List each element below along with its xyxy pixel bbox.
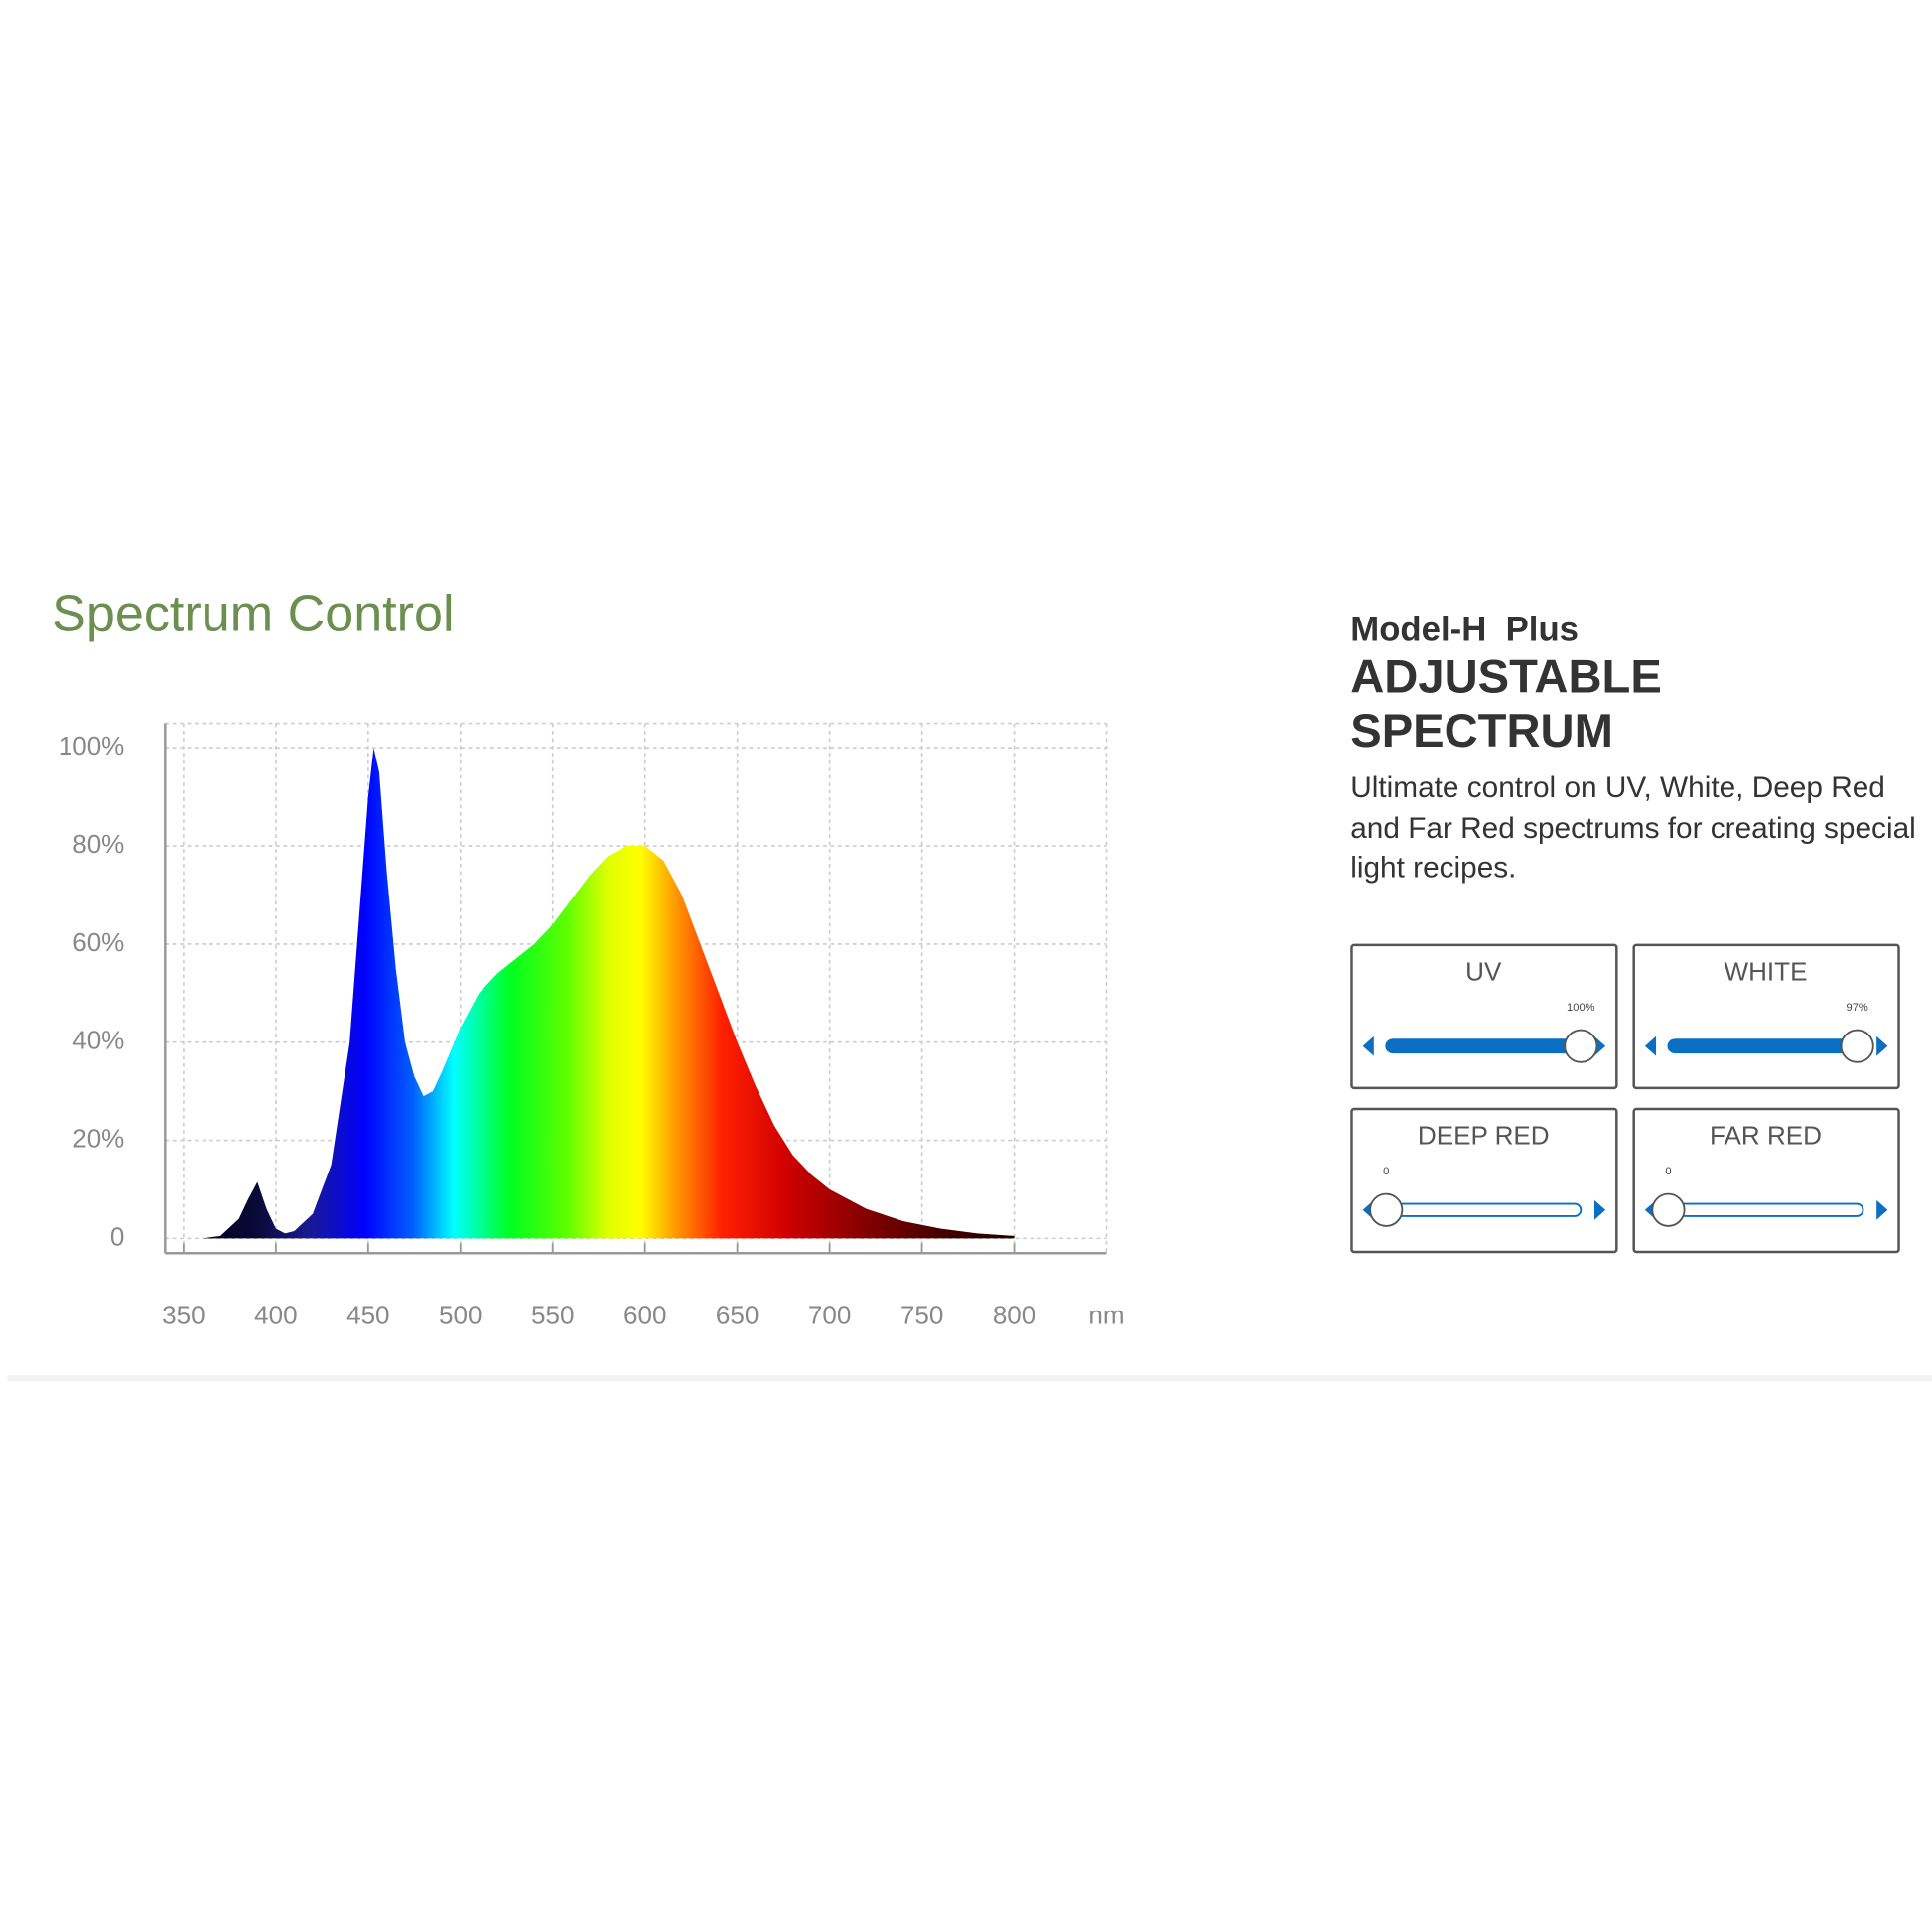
slider-grid: UV 100% WHITE 97% DEEP RED 0 FAR RED 0 xyxy=(1350,943,1900,1255)
x-tick-label: 700 xyxy=(808,1301,851,1330)
slider-card: DEEP RED 0 xyxy=(1350,1107,1618,1254)
slider-card: UV 100% xyxy=(1350,943,1618,1090)
x-axis-label: nm xyxy=(1088,1301,1124,1330)
slider-knob[interactable] xyxy=(1369,1192,1404,1227)
slider-card: FAR RED 0 xyxy=(1632,1107,1900,1254)
x-tick-label: 450 xyxy=(346,1301,389,1330)
slider[interactable]: DEEP RED 0 xyxy=(1353,1110,1615,1250)
y-tick-label: 80% xyxy=(72,829,124,859)
slider-fill xyxy=(1386,1038,1582,1054)
slider-label: DEEP RED xyxy=(1418,1120,1550,1150)
chart: Spectrum Control 0 20% 40% 60% 80% 100% 350 400… xyxy=(52,586,1124,1330)
x-tick-label: 350 xyxy=(162,1301,205,1330)
slider-fill xyxy=(1668,1038,1858,1054)
slider-knob[interactable] xyxy=(1564,1029,1598,1063)
slider-track xyxy=(1385,1202,1583,1217)
y-tick-label: 40% xyxy=(72,1026,124,1055)
spectrum-area xyxy=(202,748,1015,1239)
x-tick-label: 550 xyxy=(531,1301,574,1330)
heading: ADJUSTABLE SPECTRUM xyxy=(1350,651,1662,759)
slider-knob[interactable] xyxy=(1651,1192,1686,1227)
slider-card: WHITE 97% xyxy=(1632,943,1900,1090)
y-tick-label: 20% xyxy=(72,1123,124,1153)
arrow-right[interactable] xyxy=(1876,1199,1888,1220)
y-tick-label: 60% xyxy=(72,927,124,957)
slider-knob[interactable] xyxy=(1840,1029,1874,1063)
arrow-right[interactable] xyxy=(1876,1035,1888,1056)
divider xyxy=(7,1375,1932,1382)
slider-track xyxy=(1667,1202,1864,1217)
x-tick-label: 800 xyxy=(993,1301,1035,1330)
x-tick-label: 750 xyxy=(900,1301,943,1330)
slider[interactable]: FAR RED 0 xyxy=(1635,1110,1897,1250)
slider-value: 0 xyxy=(1383,1166,1389,1177)
slider-label: FAR RED xyxy=(1710,1120,1822,1150)
arrow-right[interactable] xyxy=(1593,1199,1606,1220)
x-tick-label: 500 xyxy=(439,1301,482,1330)
arrow-left[interactable] xyxy=(1644,1035,1657,1056)
description: Ultimate control on UV, White, Deep Red … xyxy=(1350,770,1916,886)
x-tick-label: 600 xyxy=(623,1301,666,1330)
x-tick-label: 650 xyxy=(716,1301,759,1330)
info-panel: Model-H Plus ADJUSTABLE SPECTRUM Ultimat… xyxy=(1350,609,1917,889)
slider-label: UV xyxy=(1465,956,1502,986)
y-tick-label: 100% xyxy=(59,731,125,760)
arrow-right[interactable] xyxy=(1593,1035,1606,1056)
slider[interactable]: WHITE 97% xyxy=(1635,946,1897,1086)
slider-label: WHITE xyxy=(1725,956,1808,986)
chart-title: Spectrum Control xyxy=(52,586,454,643)
slider-value: 97% xyxy=(1846,1002,1867,1014)
x-tick-label: 400 xyxy=(254,1301,297,1330)
slider-value: 0 xyxy=(1665,1166,1671,1177)
y-tick-label: 0 xyxy=(110,1221,125,1251)
slider[interactable]: UV 100% xyxy=(1353,946,1615,1086)
arrow-left[interactable] xyxy=(1362,1035,1374,1056)
slider-value: 100% xyxy=(1567,1002,1595,1014)
model-name: Model-H Plus xyxy=(1350,610,1580,648)
